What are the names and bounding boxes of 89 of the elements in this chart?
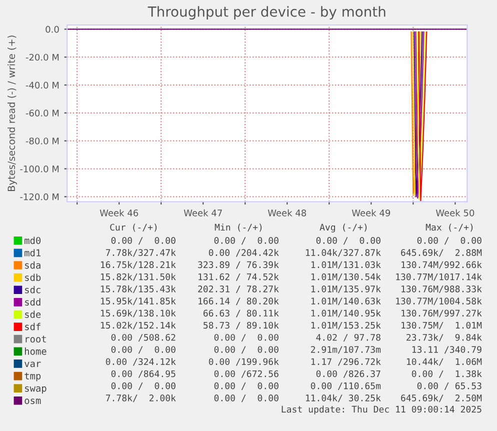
x-tick-label: Week 47 <box>184 209 222 216</box>
legend-label: md1 <box>24 249 41 256</box>
text: 645.69k/ 2.50M <box>401 394 482 402</box>
legend-label: root <box>26 336 46 343</box>
legend-label: sdc <box>25 286 40 294</box>
text: 130.76M/997.27k <box>402 310 482 318</box>
text: 1.01M/140.63k <box>311 297 381 306</box>
text: 11.04k/327.87k <box>306 248 381 257</box>
text: 2.91m/107.73m <box>311 346 381 354</box>
text: 0.00 /508.62 <box>111 334 176 342</box>
y-tick-label: -100.0 M <box>20 165 59 172</box>
legend-label: home <box>25 348 46 355</box>
text: 130.76M/988.33k <box>402 285 482 294</box>
text: 7.78k/327.47k <box>106 248 176 257</box>
text: Max (-/+) <box>426 224 473 232</box>
text: 1.01M/153.25k <box>311 322 381 330</box>
text: 645.69k/ 2.88M <box>401 248 482 257</box>
text: 0.00 /110.65m <box>310 382 381 390</box>
legend-label: sdb <box>25 274 41 282</box>
text: 0.00 / 0.00 <box>111 237 176 245</box>
text: 7.78k/ 2.00k <box>106 394 176 402</box>
text: 130.77M/1004.58k <box>396 297 482 306</box>
x-tick-label: Week 50 <box>436 209 474 216</box>
y-tick-label: -20.0 M <box>26 54 59 61</box>
text: 0.00 /864.95 <box>111 370 176 378</box>
x-tick-label: Week 49 <box>352 209 390 216</box>
text: 1.01M/140.95k <box>311 310 381 318</box>
legend-label: swap <box>25 386 46 394</box>
text: 66.63 / 80.11k <box>203 310 279 318</box>
text: 166.14 / 80.20k <box>198 297 279 306</box>
chart-title: Throughput per device - by month <box>148 6 386 20</box>
y-tick-label: -120.0 M <box>20 193 59 200</box>
text: 0.00 / 0.00 <box>316 237 380 245</box>
text: 58.73 / 89.10k <box>204 322 279 330</box>
text: Min (-/+) <box>214 224 262 232</box>
text: 0.00 /826.37 <box>316 370 380 378</box>
y-tick-label: 0.0 <box>46 26 59 33</box>
text: 0.00 / 0.00 <box>214 237 278 245</box>
text: 15.95k/141.85k <box>100 297 176 306</box>
text: 1.01M/131.03k <box>311 261 381 269</box>
text: 15.02k/152.14k <box>100 322 176 330</box>
text: 0.00 /199.96k <box>208 358 279 366</box>
text: 13.11 /340.79 <box>412 346 482 354</box>
text: 15.82k/131.50k <box>100 273 176 281</box>
text: 131.62 / 74.52k <box>198 273 279 281</box>
y-tick-label: -60.0 M <box>26 110 59 116</box>
text: 15.69k/138.10k <box>100 310 176 318</box>
legend-label: sda <box>25 261 40 269</box>
text: 0.00 / 0.00 <box>111 382 176 390</box>
text: 0.00 / 0.00 <box>417 237 482 245</box>
text: 1.17 /296.72k <box>311 358 381 366</box>
text: 0.00 / 0.00 <box>111 346 176 354</box>
text: 0.00 / 1.38k <box>412 370 482 378</box>
y-tick-label: -80.0 M <box>26 138 59 144</box>
legend-label: sde <box>25 310 41 318</box>
legend-label: sdd <box>25 298 40 306</box>
text: 15.78k/135.43k <box>100 285 176 294</box>
legend-label: sdf <box>25 322 40 330</box>
text: 323.89 / 76.39k <box>198 261 279 269</box>
legend-label: tmp <box>24 372 41 382</box>
text: 130.74M/992.66k <box>402 261 482 269</box>
y-tick-label: -40.0 M <box>26 82 59 89</box>
x-tick-label: Week 48 <box>268 209 306 216</box>
text: 130.75M/ 1.01M <box>402 322 482 330</box>
text: 10.44k/ 1.06M <box>406 358 482 366</box>
text: 1.01M/130.54k <box>311 273 381 281</box>
text: 16.75k/128.21k <box>100 261 176 269</box>
x-tick-label: Week 46 <box>100 209 138 216</box>
text: 11.04k/ 30.25k <box>306 394 381 402</box>
legend-label: var <box>24 362 41 368</box>
text: 202.31 / 78.27k <box>198 285 279 294</box>
text: 0.00 / 0.00 <box>214 394 278 402</box>
text: 0.00 /324.12k <box>106 358 176 366</box>
text: 130.77M/1017.14k <box>396 273 482 281</box>
text: 0.00 / 0.00 <box>214 346 278 354</box>
text: 1.01M/135.97k <box>311 285 381 294</box>
text: Last update: Thu Dec 11 09:00:14 2025 <box>282 406 482 414</box>
legend-label: osm <box>24 398 41 404</box>
text: 4.02 / 97.78 <box>316 334 380 342</box>
legend-label: md0 <box>24 236 41 244</box>
text: 0.00 / 65.53 <box>417 382 482 390</box>
text: Avg (-/+) <box>320 224 367 232</box>
y-axis-title: Bytes/second read (-) / write (+) <box>8 36 17 191</box>
text: 0.00 / 0.00 <box>214 382 278 390</box>
text: 0.00 / 0.00 <box>214 334 278 342</box>
text: 0.00 /204.42k <box>208 248 279 257</box>
text: 0.00 /672.56 <box>214 370 278 378</box>
text: Cur (-/+) <box>110 224 157 232</box>
text: 23.73k/ 9.84k <box>406 334 482 342</box>
